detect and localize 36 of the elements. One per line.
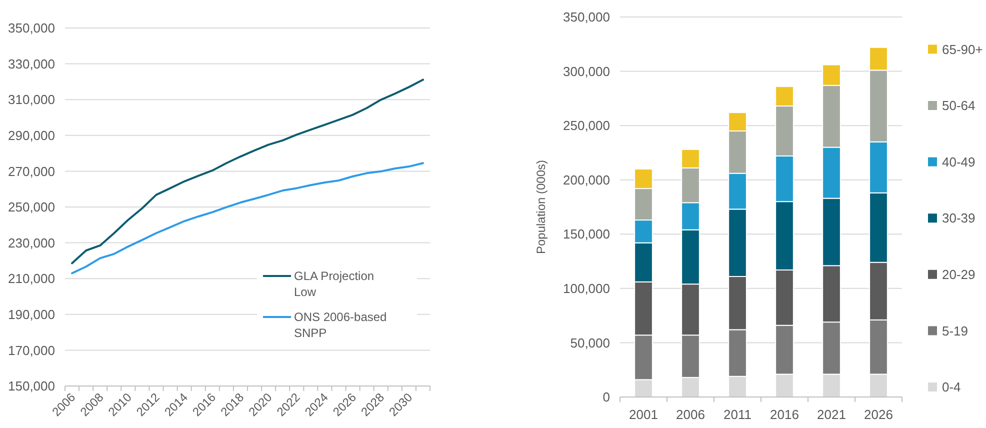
y-tick-label: 350,000 (563, 10, 610, 25)
y-tick-label: 200,000 (563, 172, 610, 188)
y-tick-label: 250,000 (563, 118, 610, 134)
x-tick-label: 2006 (676, 407, 705, 422)
y-axis-title: Population (000s) (534, 160, 548, 254)
y-tick-label: 190,000 (8, 306, 55, 322)
y-tick-label: 290,000 (8, 128, 55, 143)
x-tick-label: 2026 (864, 407, 893, 422)
y-tick-label: 210,000 (8, 271, 55, 286)
legend-label: 40-49 (942, 154, 976, 170)
legend-label: 65-90+ (942, 42, 983, 57)
legend-label: 20-29 (942, 266, 976, 282)
legend-label: GLA Projection Low (294, 269, 374, 299)
y-tick-label: 0 (602, 390, 610, 405)
y-tick-label: 170,000 (8, 342, 55, 358)
y-tick-label: 230,000 (8, 235, 55, 250)
legend-label: ONS 2006-based SNPP (294, 310, 387, 340)
y-tick-label: 250,000 (8, 200, 55, 215)
y-tick-label: 270,000 (8, 164, 55, 179)
x-tick-label: 2016 (770, 407, 799, 422)
y-tick-label: 150,000 (8, 378, 55, 394)
line-series (71, 78, 424, 264)
x-tick-label: 2001 (629, 407, 658, 422)
y-tick-label: 50,000 (570, 335, 610, 350)
x-tick-label: 2011 (724, 407, 752, 422)
y-tick-label: 150,000 (563, 226, 610, 242)
y-tick-label: 300,000 (563, 64, 610, 79)
y-tick-label: 310,000 (8, 92, 55, 108)
y-tick-label: 350,000 (8, 20, 55, 36)
legend-label: 0-4 (942, 380, 961, 395)
y-tick-label: 100,000 (563, 280, 610, 296)
legend-label: 30-39 (942, 210, 976, 226)
legend-label: 5-19 (942, 323, 968, 338)
y-tick-label: 330,000 (8, 56, 55, 72)
legend-label: 50-64 (942, 98, 976, 114)
x-tick-label: 2021 (817, 407, 846, 422)
